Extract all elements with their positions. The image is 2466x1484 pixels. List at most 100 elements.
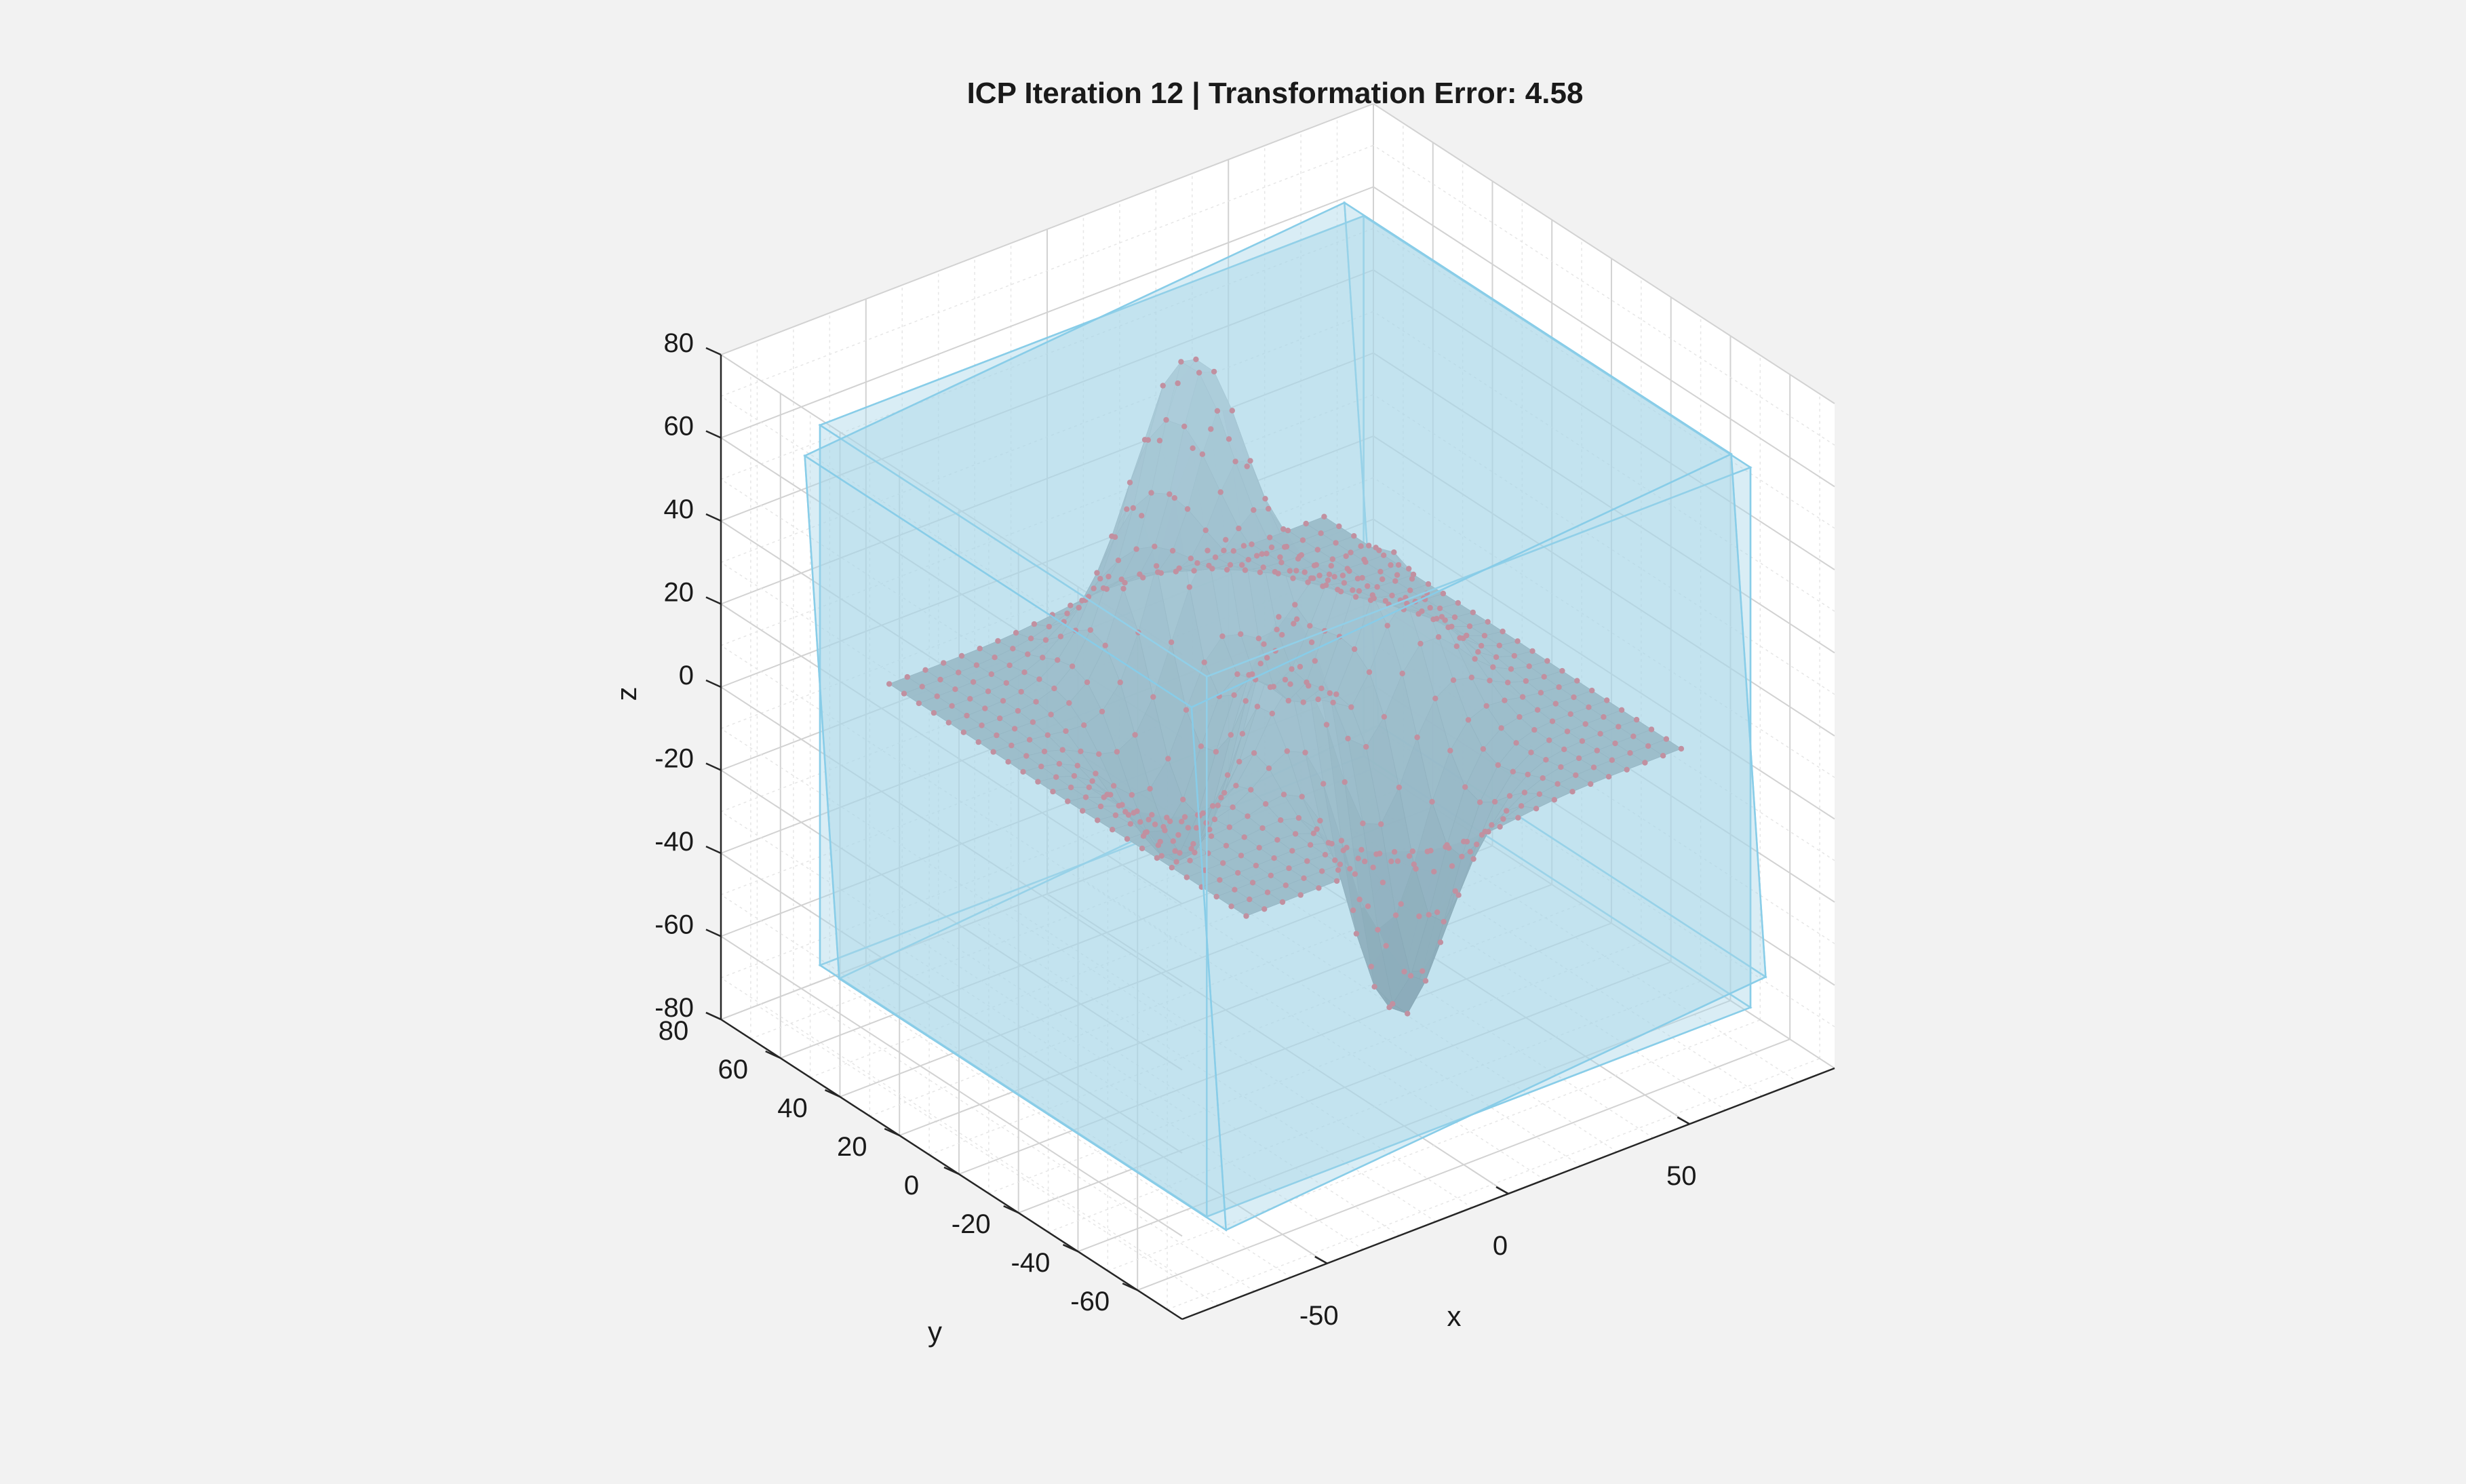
surface-point	[1459, 853, 1465, 860]
surface-point	[1605, 774, 1612, 780]
surface-point	[1130, 505, 1137, 511]
surface-point	[1133, 546, 1139, 552]
surface-point	[1323, 722, 1330, 728]
surface-point	[1211, 368, 1217, 375]
surface-point	[1278, 560, 1285, 566]
surface-point	[1576, 755, 1582, 762]
surface-point	[1337, 861, 1344, 867]
grid-line-left-z	[720, 853, 1183, 1154]
grid-line-floor-y	[958, 922, 1612, 1175]
surface-point	[1253, 553, 1260, 559]
surface-point	[982, 705, 988, 711]
surface-point	[886, 681, 893, 687]
surface-point	[1468, 674, 1474, 680]
surface-point	[1249, 880, 1256, 886]
surface-point	[1249, 671, 1255, 678]
surface-point	[990, 749, 996, 755]
z-tick-80-label: 80	[664, 328, 694, 358]
surface-point	[1082, 794, 1089, 800]
surface-point	[1559, 667, 1565, 674]
y-tick--60-label: -60	[1070, 1287, 1110, 1316]
surface-point	[1247, 896, 1253, 903]
surface-point	[1375, 926, 1381, 933]
surface-point	[1291, 621, 1297, 627]
surface-point	[1153, 563, 1160, 569]
surface-point	[1398, 901, 1404, 907]
surface-point	[1140, 833, 1147, 839]
y-axis-line	[720, 1018, 1183, 1321]
surface-point	[1500, 628, 1506, 635]
surface-point	[1158, 853, 1164, 859]
surface-point	[1093, 770, 1099, 777]
surface-point	[1546, 737, 1552, 743]
grid-line-wall-z	[720, 144, 1374, 397]
surface-point	[1242, 698, 1249, 704]
grid-line-left-z	[720, 894, 1183, 1195]
surface-point	[1251, 750, 1257, 756]
surface-point	[1224, 772, 1231, 778]
surface-point	[1427, 604, 1433, 611]
surface-point	[1485, 619, 1491, 625]
surface-point	[1239, 562, 1245, 568]
surface-point	[994, 732, 1000, 739]
surface-point	[1323, 582, 1329, 588]
surface-point	[1358, 543, 1364, 549]
surface-point	[1260, 564, 1266, 570]
grid-line-floor-x	[829, 977, 1291, 1278]
surface-point	[1561, 746, 1567, 753]
surface-point	[1289, 848, 1295, 854]
surface-point	[1514, 638, 1521, 644]
surface-point	[1316, 885, 1322, 891]
surface-point	[1036, 676, 1042, 682]
surface-point	[1616, 724, 1622, 730]
x-tick-50-mark	[1677, 1116, 1690, 1125]
surface-point	[1425, 581, 1432, 587]
z-tick--80-label: -80	[654, 993, 694, 1023]
surface-point	[1278, 817, 1284, 823]
surface-point	[1356, 588, 1363, 594]
surface-point	[1074, 762, 1080, 769]
grid-line-wall-z2	[1373, 352, 1835, 654]
surface-point	[1132, 732, 1138, 738]
surface-point	[941, 660, 947, 666]
surface-point	[1236, 525, 1242, 532]
surface-point	[1338, 838, 1345, 844]
surface-point	[1122, 580, 1128, 586]
surface-point	[1551, 797, 1557, 803]
surface-point	[1055, 657, 1061, 663]
surface-point	[1143, 829, 1150, 835]
grid-line-wall-z2	[1373, 477, 1835, 778]
surface-point	[1191, 568, 1197, 574]
surface-point	[1020, 768, 1026, 775]
surface-point	[1212, 554, 1219, 560]
surface-point	[1470, 609, 1476, 616]
surface-point	[1440, 590, 1447, 597]
surface-point	[1232, 886, 1238, 893]
grid-line-floor-x	[865, 962, 1328, 1264]
surface-point	[1105, 573, 1112, 580]
grid-line-left-z	[720, 811, 1183, 1112]
surface-point	[1238, 853, 1245, 859]
surface-point	[1003, 680, 1010, 686]
surface-point	[1181, 423, 1188, 429]
surface-point	[1011, 726, 1018, 732]
surface-point	[1188, 555, 1194, 562]
surface-point	[1354, 575, 1361, 582]
surface-point	[1335, 867, 1342, 874]
surface-point	[1436, 605, 1443, 612]
surface-point	[1567, 711, 1573, 718]
surface-point	[1231, 692, 1237, 698]
surface-point	[1097, 803, 1104, 810]
surface-point	[1226, 436, 1232, 442]
surface-point	[1259, 551, 1265, 557]
surface-point	[1286, 865, 1292, 872]
surface-point	[1051, 685, 1057, 692]
z-tick--40-mark	[705, 845, 722, 855]
grid-line-wall-z	[720, 103, 1374, 355]
z-tick--20-mark	[705, 762, 722, 771]
y-tick--40-label: -40	[1011, 1248, 1051, 1278]
surface-point	[1630, 733, 1637, 739]
surface-point	[1228, 903, 1234, 910]
surface-point	[1315, 696, 1321, 703]
surface-point	[1119, 802, 1125, 808]
